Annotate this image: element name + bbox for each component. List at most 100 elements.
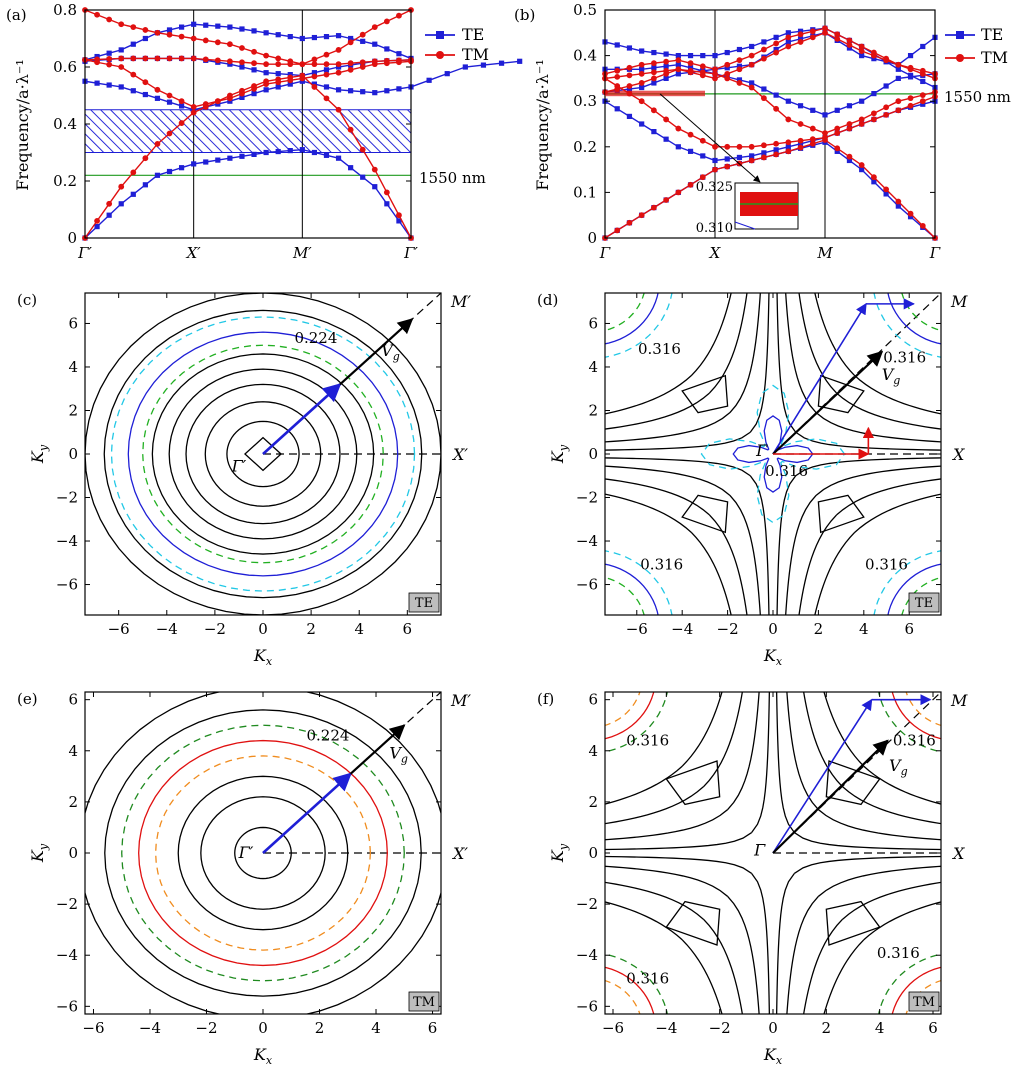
tm-point: [106, 61, 113, 68]
tm-point: [760, 46, 767, 53]
te-point: [675, 53, 681, 59]
band-tm-9: [604, 27, 936, 75]
te-point: [651, 49, 657, 56]
tm-point: [699, 174, 706, 181]
y-tick-label: 0.4: [573, 47, 597, 65]
corner-iso-contour: [605, 692, 655, 740]
corner-iso-contour: [905, 692, 941, 727]
te-point: [335, 87, 342, 93]
legend-te-label: TE: [462, 25, 484, 44]
gamma-label: Γ: [755, 441, 768, 460]
te-point: [396, 86, 402, 92]
te-point: [311, 70, 318, 76]
legend-te-label: TE: [981, 25, 1003, 44]
tm-point: [359, 146, 366, 153]
tm-point: [773, 40, 780, 47]
panel-b-1550-label: 1550 nm: [944, 88, 1011, 106]
x-tick-label: −2: [717, 620, 739, 638]
y-tick-label: 0.2: [53, 172, 77, 190]
inset-te-band: [734, 221, 756, 230]
tm-point: [699, 72, 706, 79]
contour-lines: [85, 692, 441, 1014]
te-point: [907, 214, 914, 220]
y-tick-label: −4: [56, 532, 78, 550]
x-axis-label: Kx: [763, 646, 783, 668]
y-axis-label: Ky: [548, 444, 570, 464]
tm-point: [724, 75, 731, 82]
tm-point: [675, 189, 682, 196]
y-axis-label: Ky: [548, 843, 570, 863]
te-point: [736, 63, 743, 69]
x-tick-label: X′: [186, 244, 202, 262]
saddle-contour: [776, 475, 797, 615]
saddle-contour: [817, 865, 941, 897]
te-point: [444, 71, 450, 77]
te-point: [749, 80, 755, 86]
saddle-contour: [605, 431, 751, 451]
te-point: [663, 136, 669, 142]
tm-point: [919, 92, 926, 99]
panel-b-plot-area: 0.325 0.310: [602, 9, 938, 241]
te-point: [251, 151, 257, 157]
te-point: [797, 103, 804, 109]
te-point: [360, 174, 366, 180]
tm-point: [822, 130, 828, 137]
tm-point: [822, 29, 828, 36]
tm-point: [239, 90, 245, 97]
te-point: [215, 157, 221, 163]
photonic-bandgap: [84, 109, 412, 153]
te-point: [846, 103, 853, 109]
tm-point: [347, 126, 354, 133]
tm-point: [335, 61, 342, 68]
tm-point: [797, 144, 804, 151]
tm-point: [760, 154, 767, 161]
y-tick-label: 0.6: [53, 58, 77, 76]
te-point: [130, 191, 136, 197]
te-point: [178, 103, 185, 109]
inset-pointer-arrow: [659, 93, 761, 183]
saddle-contour: [793, 832, 941, 851]
te-point: [797, 141, 804, 147]
tm-point: [797, 121, 804, 127]
tm-point: [712, 166, 718, 173]
te-point: [883, 191, 889, 197]
tm-point: [797, 137, 804, 144]
te-point: [203, 22, 209, 28]
te-point: [384, 46, 390, 52]
x-tick-label: 0: [768, 620, 778, 638]
gamma-label: Γ: [753, 841, 766, 860]
saddle-contour: [802, 692, 843, 787]
tm-point: [870, 110, 877, 117]
saddle-contour: [775, 692, 795, 833]
te-point: [227, 155, 233, 161]
tm-point: [311, 56, 318, 63]
te-point: [311, 149, 318, 156]
tm-point: [773, 49, 780, 56]
te-point: [178, 165, 185, 171]
saddle-contour: [605, 832, 753, 851]
tm-point: [870, 116, 877, 123]
saddle-contour: [751, 692, 771, 833]
tm-point: [663, 197, 670, 203]
panel-label: (c): [17, 291, 37, 309]
tm-point: [396, 212, 402, 219]
te-point: [639, 84, 645, 91]
tm-point: [226, 41, 233, 48]
te-point: [724, 65, 730, 71]
mode-badge-label: TE: [915, 596, 933, 611]
corner-iso-contour: [887, 293, 941, 345]
tm-point: [760, 55, 767, 62]
saddle-contour: [854, 375, 941, 415]
iso-frequency-contour: [103, 309, 423, 599]
group-velocity-arrow-black: [349, 724, 406, 775]
axis-symmetry-label: X: [951, 445, 965, 464]
saddle-contour: [815, 465, 941, 496]
panel-a-label: (a): [6, 6, 27, 24]
te-point: [311, 34, 318, 41]
tm-point: [130, 24, 137, 30]
tm-point: [323, 61, 330, 68]
tm-point: [359, 64, 366, 70]
legend-tm-marker: [956, 54, 964, 62]
tm-point: [371, 166, 378, 173]
x-tick-label: −2: [195, 1019, 217, 1037]
